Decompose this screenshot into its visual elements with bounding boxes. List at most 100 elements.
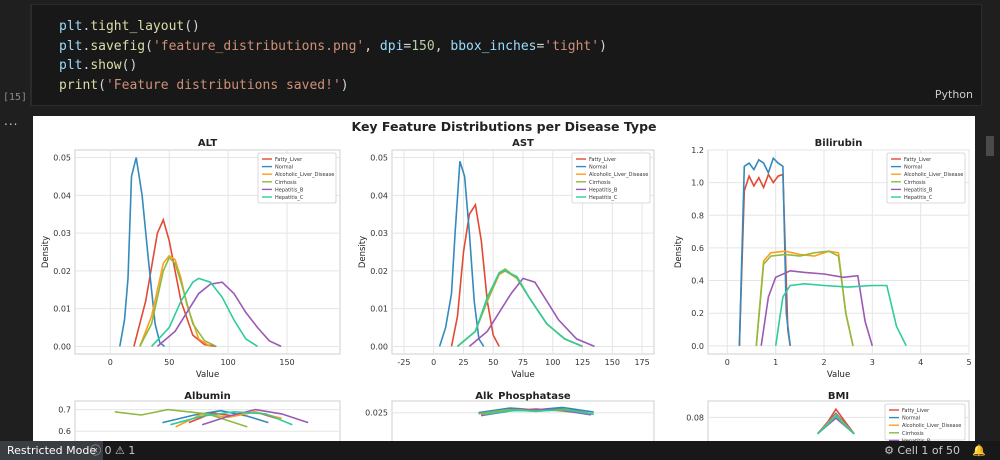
code-token: plt	[59, 19, 83, 34]
x-tick-label: 150	[279, 358, 294, 367]
execution-count: [15]	[3, 92, 28, 103]
subplot-title: ALT	[198, 138, 217, 149]
series-line-hepatitis-c	[456, 270, 583, 348]
code-token: ()	[121, 58, 138, 74]
y-tick-label: 0.08	[686, 413, 704, 422]
y-tick-label: 0.00	[370, 342, 388, 351]
output-more-actions[interactable]: ...	[4, 114, 19, 128]
code-token: plt	[59, 38, 83, 54]
series-line-hepatitis-c	[483, 408, 594, 416]
x-tick-label: 1	[773, 358, 778, 367]
x-tick-label: 175	[634, 358, 649, 367]
series-line-hepatitis-b	[468, 277, 595, 348]
code-line: plt.show()	[59, 58, 137, 73]
code-token: 'Feature distributions saved!'	[105, 77, 341, 93]
legend-label: Hepatitis_C	[275, 195, 304, 201]
legend-box	[884, 403, 966, 441]
scrollbar-thumb[interactable]	[986, 136, 994, 156]
y-tick-label: 0.025	[365, 409, 388, 418]
code-token: .	[82, 38, 91, 54]
legend-label: Hepatitis_B	[275, 187, 304, 193]
code-token: 'feature_distributions.png'	[152, 38, 365, 54]
series-line-cirrhosis	[755, 250, 854, 346]
legend-label: Cirrhosis	[275, 180, 297, 186]
cell-language-label[interactable]: Python	[934, 88, 973, 101]
problems-indicator[interactable]: ⓧ 0 ⚠ 1	[90, 441, 135, 460]
code-token: (	[145, 38, 153, 54]
copilot-icon[interactable]: ⚙	[884, 444, 894, 457]
x-tick-label: 50	[164, 358, 174, 367]
x-tick-label: 0	[725, 358, 730, 367]
y-tick-label: 0.00	[53, 342, 71, 351]
legend-label: Fatty_Liver	[275, 157, 303, 163]
y-tick-label: 0.02	[370, 267, 388, 276]
code-token: ()	[184, 19, 200, 34]
legend-label: Alcoholic_Liver_Disease	[902, 423, 961, 429]
subplot-title: AST	[512, 138, 534, 149]
cell-output: Key Feature Distributions per Disease Ty…	[33, 116, 975, 442]
status-bar: Restricted Mode ⓧ 0 ⚠ 1 ⚙ Cell 1 of 50 🔔	[0, 441, 1000, 460]
legend-label: Hepatitis_C	[904, 195, 933, 201]
x-tick-label: 100	[220, 358, 235, 367]
series-line-cirrhosis	[139, 256, 217, 348]
x-tick-label: 2	[821, 358, 826, 367]
legend-label: Normal	[275, 165, 293, 171]
restricted-mode-indicator[interactable]: Restricted Mode	[0, 441, 104, 460]
cell-position[interactable]: Cell 1 of 50	[897, 444, 960, 457]
code-token: tight_layout	[90, 19, 185, 34]
x-tick-label: 100	[545, 358, 560, 367]
legend-label: Fatty_Liver	[902, 408, 930, 414]
subplot-title: Albumin	[184, 391, 230, 402]
code-token: ,	[434, 38, 451, 54]
legend-label: Hepatitis_B	[902, 438, 931, 442]
error-count: 0	[104, 444, 112, 457]
y-tick-label: 0.01	[53, 305, 71, 314]
x-tick-label: 125	[575, 358, 590, 367]
code-token: dpi	[379, 38, 404, 54]
y-axis-label: Density	[41, 236, 51, 268]
notifications-bell-icon[interactable]: 🔔	[972, 444, 986, 457]
legend-label: Hepatitis_B	[904, 187, 933, 193]
code-editor[interactable]: plt.tight_layout() plt.savefig('feature_…	[59, 17, 607, 95]
legend-box	[257, 152, 337, 204]
code-token: 150	[411, 38, 435, 54]
code-token: .	[82, 58, 91, 74]
y-tick-label: 0.01	[370, 305, 388, 314]
x-tick-label: 75	[518, 358, 528, 367]
axes-frame	[391, 400, 655, 442]
code-token: show	[90, 58, 122, 74]
code-token: =	[536, 38, 545, 54]
series-line-normal	[738, 156, 791, 346]
y-tick-label: 0.02	[53, 267, 71, 276]
y-tick-label: 0.8	[691, 211, 704, 220]
code-token: plt	[59, 58, 83, 74]
subplot-title: Bilirubin	[815, 138, 863, 149]
subplot-title: Alk_Phosphatase	[475, 391, 571, 402]
y-tick-label: 0.04	[370, 191, 388, 200]
x-axis-label: Value	[196, 370, 219, 380]
legend-label: Hepatitis_C	[589, 195, 618, 201]
x-axis-label: Value	[827, 370, 850, 380]
x-tick-label: 4	[918, 358, 923, 367]
legend-label: Fatty_Liver	[904, 157, 932, 163]
series-line-normal	[119, 157, 165, 348]
code-token: print	[59, 77, 99, 93]
legend-label: Cirrhosis	[589, 180, 611, 186]
error-icon: ⓧ	[90, 444, 101, 457]
code-token: bbox_inches	[450, 38, 537, 54]
warning-count: 1	[128, 444, 136, 457]
y-tick-label: 0.2	[691, 309, 704, 318]
series-line-normal	[162, 409, 269, 424]
legend-label: Normal	[904, 165, 922, 171]
code-token: =	[403, 38, 412, 54]
code-line: plt.tight_layout()	[59, 19, 200, 34]
code-cell[interactable]: plt.tight_layout() plt.savefig('feature_…	[30, 4, 982, 106]
y-tick-label: 0.7	[58, 406, 71, 415]
legend-box	[886, 152, 966, 204]
x-tick-label: 5	[966, 358, 971, 367]
code-token: (	[98, 77, 106, 93]
series-line-hepatitis-b	[201, 408, 309, 426]
legend-label: Fatty_Liver	[589, 157, 617, 163]
series-line-hepatitis-c	[774, 282, 907, 347]
series-line-hepatitis-c	[170, 410, 293, 426]
